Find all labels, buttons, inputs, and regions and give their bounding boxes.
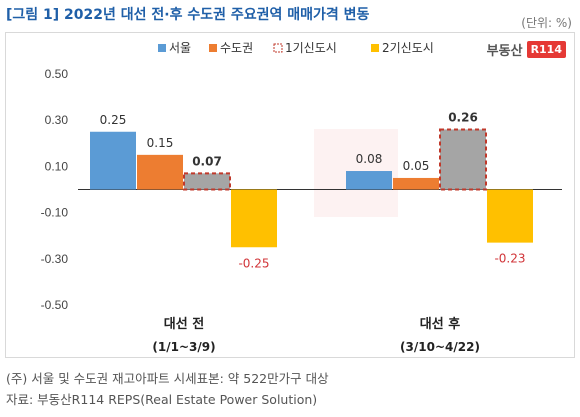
category-label: 대선 후 bbox=[420, 316, 460, 332]
y-tick-label: -0.50 bbox=[41, 298, 69, 312]
y-tick-label: -0.30 bbox=[41, 252, 69, 266]
footnote: (주) 서울 및 수도권 재고아파트 시세표본: 약 522만가구 대상 bbox=[6, 371, 329, 386]
y-tick-label: 0.30 bbox=[45, 113, 69, 127]
data-label: 0.26 bbox=[448, 110, 478, 124]
bar bbox=[231, 189, 277, 248]
y-tick-label: 0.10 bbox=[45, 159, 69, 173]
bar bbox=[393, 177, 439, 190]
source-note: 자료: 부동산R114 REPS(Real Estate Power Solut… bbox=[6, 392, 318, 407]
legend-swatch bbox=[371, 44, 379, 52]
data-label: -0.25 bbox=[238, 256, 269, 270]
legend-label: 수도권 bbox=[220, 41, 253, 55]
bar bbox=[137, 154, 183, 190]
brand-logo-badge: R114 bbox=[526, 41, 566, 58]
legend-label: 서울 bbox=[169, 41, 191, 55]
bar bbox=[183, 172, 231, 191]
y-tick-label: -0.10 bbox=[41, 206, 69, 220]
legend-swatch bbox=[158, 44, 166, 52]
chart-panel: 0.50 0.30 0.10 -0.10 -0.30 -0.50 서울 수도권 1기신도시 2기신… bbox=[5, 32, 575, 358]
category-sublabel: (1/1~3/9) bbox=[152, 340, 215, 354]
bar bbox=[439, 128, 487, 191]
data-label: 0.08 bbox=[356, 152, 383, 166]
legend-swatch bbox=[209, 44, 217, 52]
brand-logo: 부동산 R114 bbox=[487, 40, 566, 59]
legend-label: 1기신도시 bbox=[285, 41, 337, 55]
legend-swatch bbox=[273, 43, 283, 53]
data-label: 0.05 bbox=[403, 159, 430, 173]
data-label: 0.25 bbox=[100, 113, 127, 127]
chart-title: [그림 1] 2022년 대선 전·후 수도권 주요권역 매매가격 변동 bbox=[6, 7, 370, 23]
category-sublabel: (3/10~4/22) bbox=[400, 340, 480, 354]
bar bbox=[346, 171, 392, 190]
bar bbox=[487, 189, 533, 243]
data-label: 0.15 bbox=[147, 136, 174, 150]
y-tick-label: 0.50 bbox=[45, 67, 69, 81]
bar bbox=[90, 131, 136, 190]
data-label: 0.07 bbox=[192, 154, 222, 168]
legend-label: 2기신도시 bbox=[382, 41, 434, 55]
category-label: 대선 전 bbox=[164, 316, 204, 332]
brand-logo-text: 부동산 bbox=[486, 44, 523, 59]
bar-chart: 0.50 0.30 0.10 -0.10 -0.30 -0.50 서울 수도권 1기신도시 2기신… bbox=[41, 41, 562, 354]
unit-label: (단위: %) bbox=[521, 16, 572, 30]
data-label: -0.23 bbox=[494, 252, 525, 266]
